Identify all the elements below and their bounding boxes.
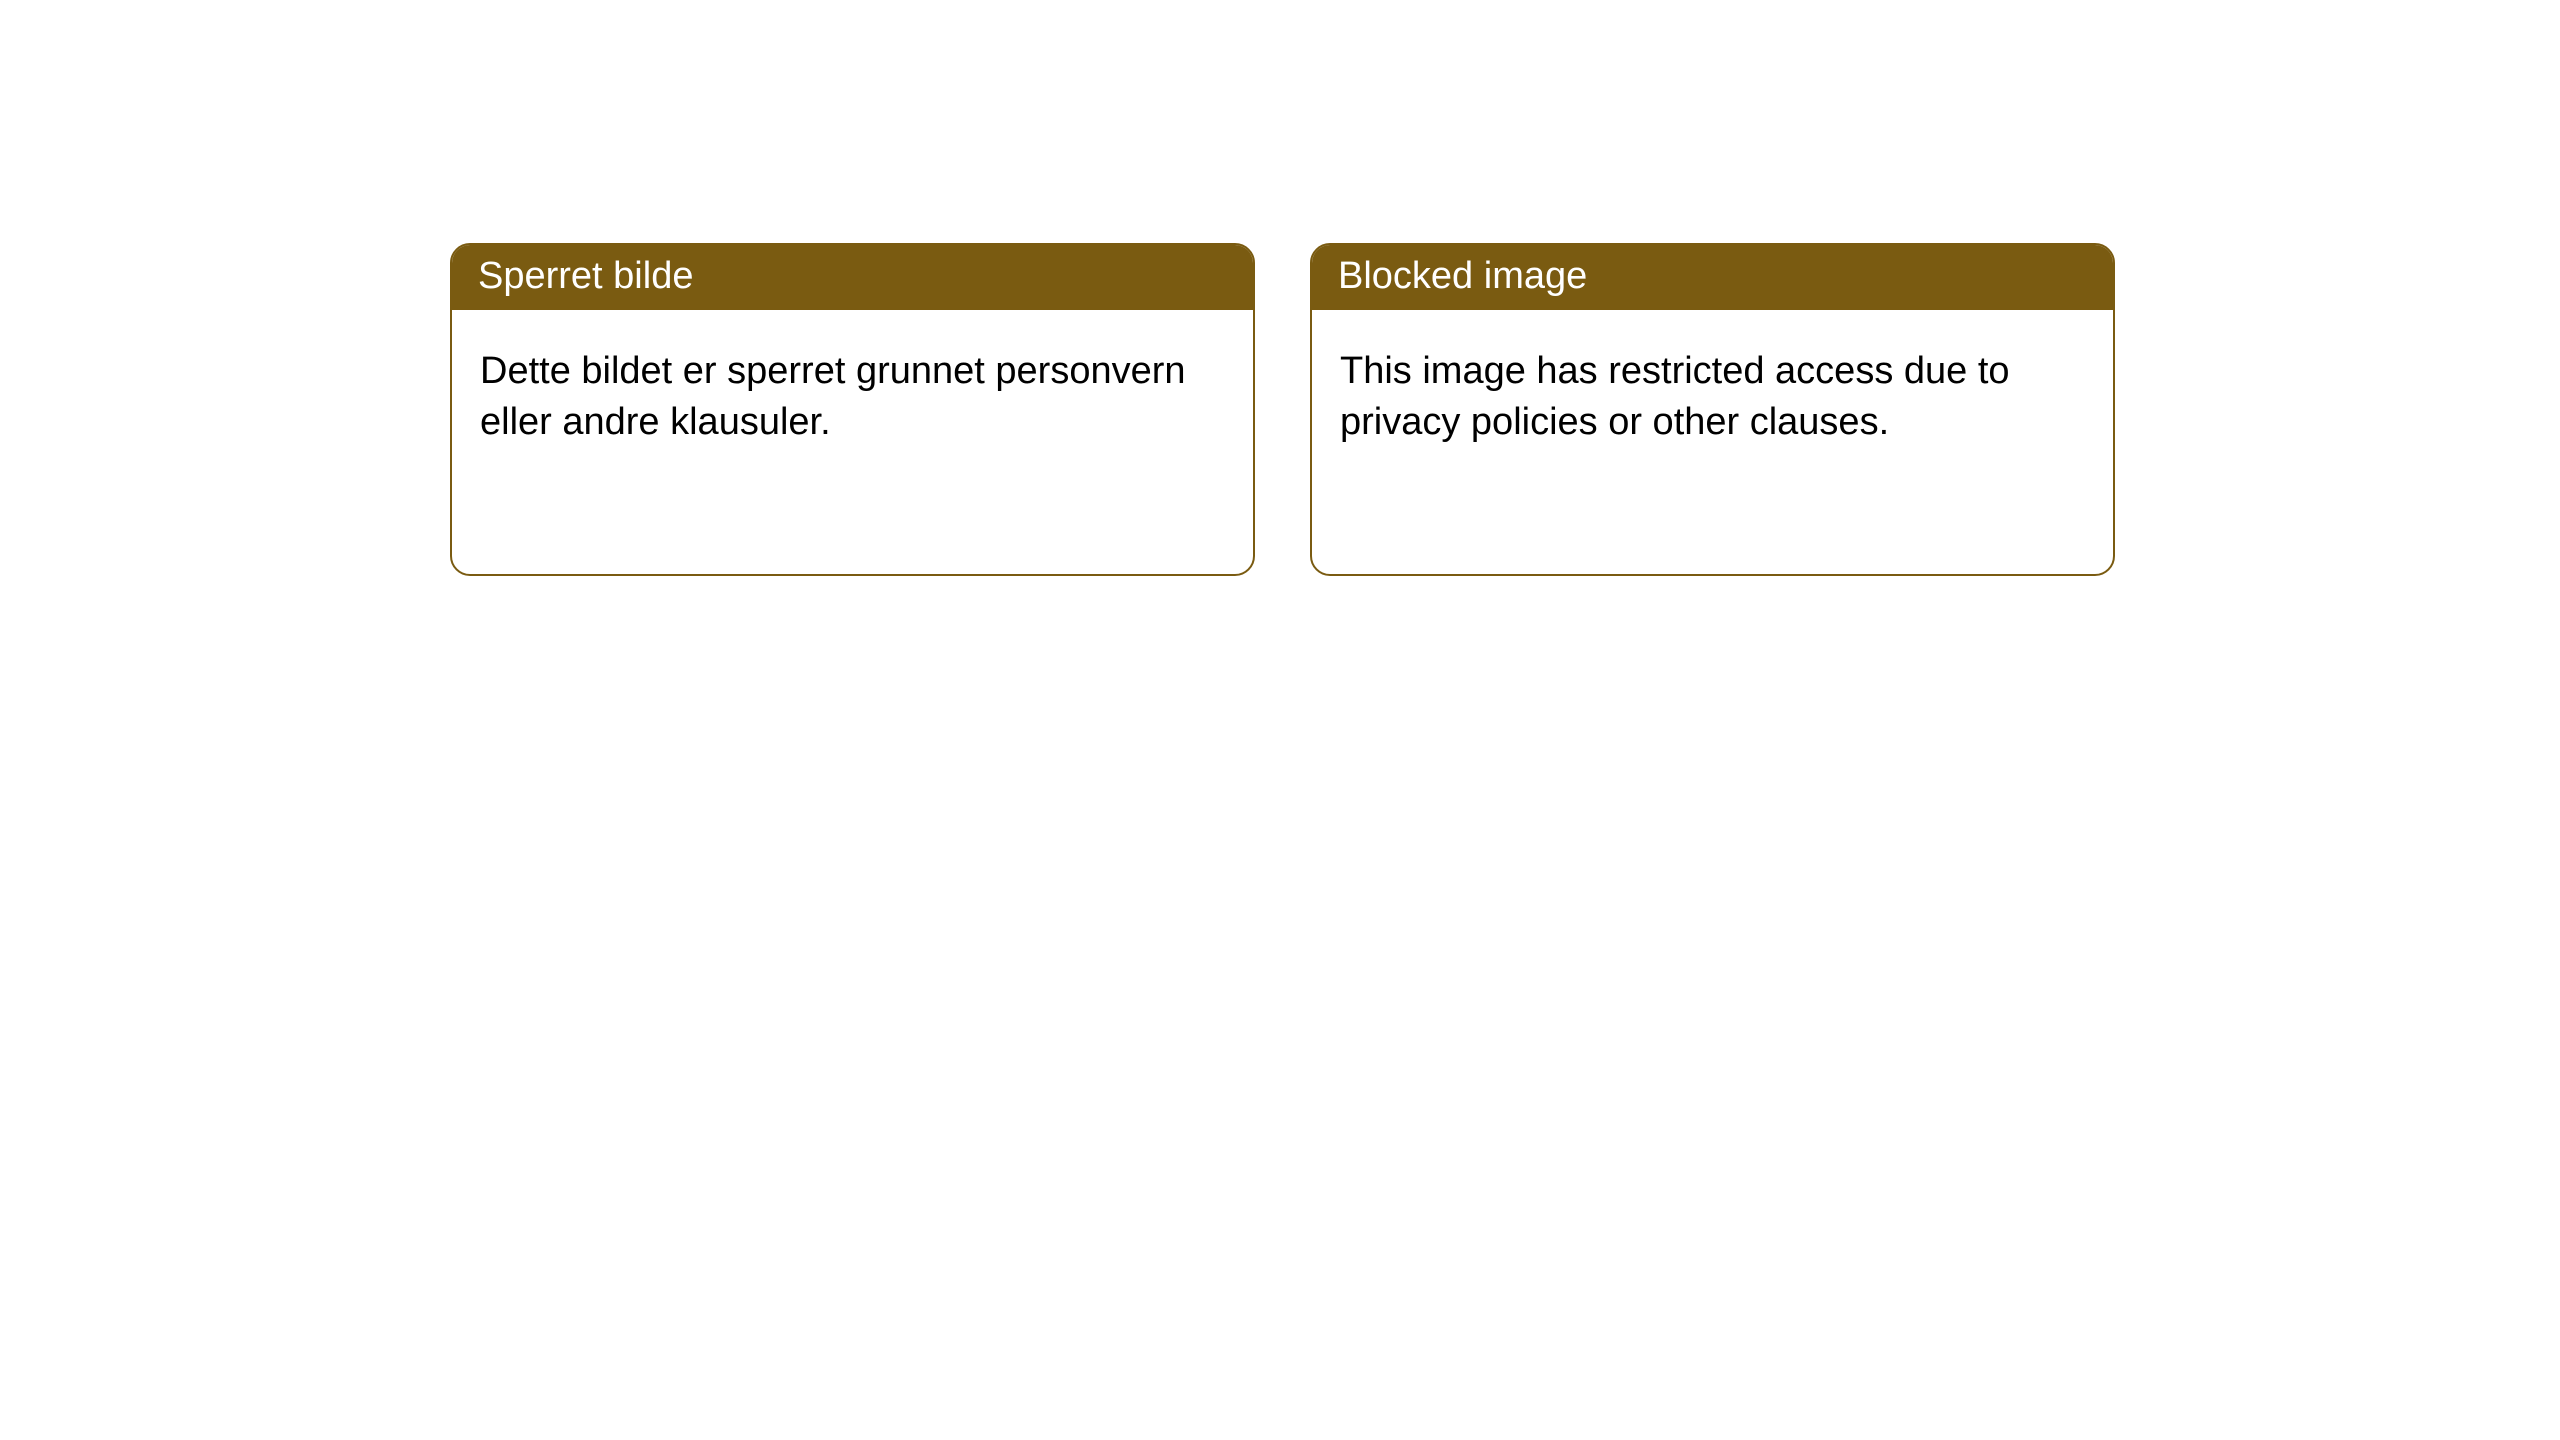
- notice-card-english: Blocked image This image has restricted …: [1310, 243, 2115, 576]
- notice-body: Dette bildet er sperret grunnet personve…: [452, 310, 1253, 485]
- notice-body: This image has restricted access due to …: [1312, 310, 2113, 485]
- notice-header: Sperret bilde: [452, 245, 1253, 310]
- notice-card-norwegian: Sperret bilde Dette bildet er sperret gr…: [450, 243, 1255, 576]
- notice-container: Sperret bilde Dette bildet er sperret gr…: [0, 0, 2560, 576]
- notice-header: Blocked image: [1312, 245, 2113, 310]
